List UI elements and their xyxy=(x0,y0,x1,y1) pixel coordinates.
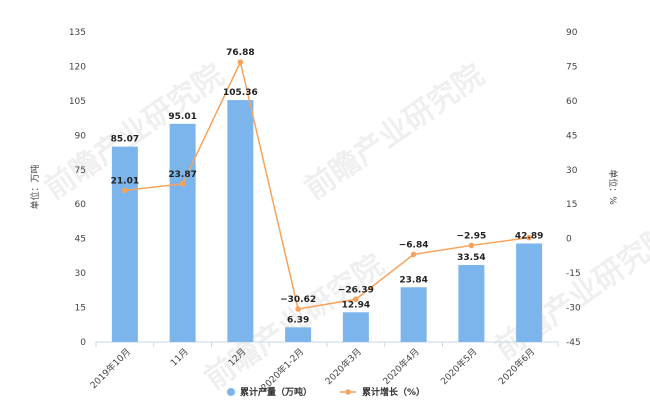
line-point xyxy=(410,251,417,258)
line-data-label: 21.01 xyxy=(111,176,139,186)
y-tick-label: 75 xyxy=(75,166,86,176)
bar xyxy=(285,327,312,342)
y2-tick-label: -15 xyxy=(566,269,581,279)
y2-axis-title: 单位：% xyxy=(607,169,619,205)
line-data-label: −2.95 xyxy=(457,231,487,241)
legend: 累计产量（万吨） 累计增长（%） xyxy=(227,386,425,398)
y-tick-label: 60 xyxy=(75,200,87,210)
y-tick-label: 90 xyxy=(75,131,87,141)
y-tick-label: 15 xyxy=(75,304,86,314)
y2-tick-label: 90 xyxy=(566,28,578,38)
line-point xyxy=(526,234,532,241)
legend-line-label: 累计增长（%） xyxy=(362,386,425,398)
bar-data-label: 95.01 xyxy=(168,112,196,122)
line-data-label: 76.88 xyxy=(226,48,254,58)
y2-tick-label: -30 xyxy=(566,304,581,314)
y-tick-label: 0 xyxy=(80,338,86,348)
bar xyxy=(400,287,427,342)
bar-data-label: 42.89 xyxy=(515,232,543,242)
legend-bar-marker xyxy=(227,388,235,396)
bar-data-label: 23.84 xyxy=(399,275,427,285)
line-point xyxy=(353,296,359,303)
bar xyxy=(516,243,543,342)
bar-data-label: 6.39 xyxy=(287,315,309,325)
x-tick-label: 2020年5月 xyxy=(438,346,479,387)
y2-tick-label: 75 xyxy=(566,62,577,72)
line-point xyxy=(179,181,186,187)
bar xyxy=(458,264,485,342)
growth-line xyxy=(124,59,530,310)
y2-tick-label: 0 xyxy=(566,235,572,245)
y2-tick-label: 30 xyxy=(566,166,578,176)
y2-tick-label: 60 xyxy=(566,97,578,107)
bar xyxy=(227,100,254,342)
line-data-label: −30.62 xyxy=(280,295,316,305)
x-tick-label: 11月 xyxy=(169,346,191,368)
line-series xyxy=(122,59,532,312)
y2-tick-label: -45 xyxy=(566,338,581,348)
y-axis-title: 单位：万吨 xyxy=(29,164,41,209)
bar xyxy=(111,146,138,342)
bar xyxy=(169,123,196,342)
y-tick-label: 30 xyxy=(75,269,87,279)
y-tick-label: 105 xyxy=(69,97,86,107)
y2-tick-label: 45 xyxy=(566,131,577,141)
bar-data-label: 12.94 xyxy=(342,300,370,310)
line-data-label: −6.84 xyxy=(399,240,429,250)
y2-tick-label: 15 xyxy=(566,200,577,210)
line-point xyxy=(122,187,128,194)
bar-series xyxy=(111,100,543,342)
line-data-label: 23.87 xyxy=(168,170,196,180)
legend-line-dot xyxy=(345,389,351,395)
bar-data-label: 85.07 xyxy=(111,135,139,145)
line-point xyxy=(468,242,475,249)
x-tick-label: 2019年10月 xyxy=(87,346,133,392)
line-data-label: −26.39 xyxy=(338,285,374,295)
bar-data-label: 105.36 xyxy=(223,88,258,98)
data-labels: 85.07 95.01 105.36 6.39 12.94 23.84 33.54 42.89… xyxy=(111,48,544,325)
x-tick-label: 2020年4月 xyxy=(380,346,421,387)
bar-data-label: 33.54 xyxy=(457,253,485,263)
line-point xyxy=(295,306,301,312)
y-tick-label: 135 xyxy=(69,28,86,38)
x-tick-label: 2020年3月 xyxy=(323,346,364,387)
legend-bar-label: 累计产量（万吨） xyxy=(240,386,312,398)
y-tick-label: 45 xyxy=(75,235,86,245)
y-tick-label: 120 xyxy=(69,62,86,72)
bar xyxy=(342,312,369,342)
line-point xyxy=(237,59,244,65)
watermark-text: 前瞻产业研究院 xyxy=(299,58,491,207)
